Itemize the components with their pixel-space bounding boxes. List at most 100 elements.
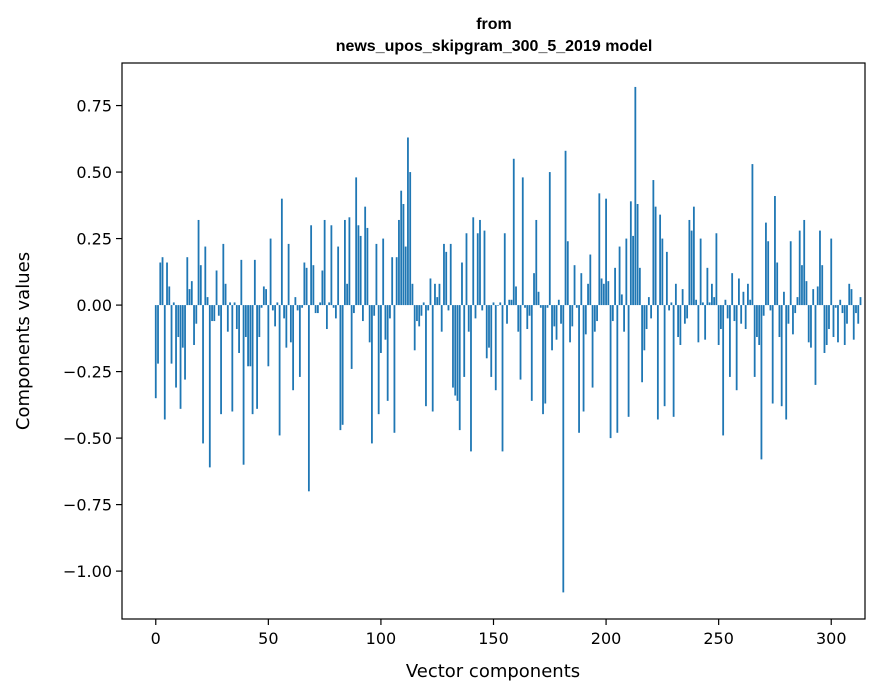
bar-146 (483, 230, 486, 306)
bar-197 (598, 193, 601, 306)
bar-31 (224, 283, 227, 306)
bar-223 (656, 305, 659, 420)
bar-252 (722, 305, 725, 436)
bar-142 (474, 305, 477, 319)
bar-194 (591, 305, 594, 388)
bar-240 (695, 299, 698, 306)
bar-150 (492, 302, 495, 306)
y-tick-label: 0.75 (76, 97, 112, 116)
bar-136 (461, 262, 463, 306)
bar-212 (632, 235, 634, 306)
bar-282 (789, 241, 792, 306)
bar-269 (760, 305, 763, 460)
bar-305 (841, 305, 844, 314)
bar-267 (756, 305, 758, 338)
bar-302 (834, 305, 837, 308)
bar-249 (715, 233, 718, 306)
bar-42 (249, 305, 252, 367)
bar-232 (677, 305, 680, 338)
bar-182 (564, 150, 567, 306)
bar-203 (611, 305, 614, 322)
bar-147 (485, 305, 488, 359)
bar-121 (427, 305, 430, 311)
bar-261 (742, 291, 745, 306)
bar-128 (443, 243, 445, 306)
bar-245 (706, 267, 709, 306)
bar-110 (402, 204, 405, 306)
bar-28 (217, 305, 220, 316)
bar-108 (398, 219, 400, 306)
bar-199 (602, 283, 605, 306)
bar-78 (330, 225, 333, 306)
bar-272 (767, 241, 770, 306)
bar-73 (319, 302, 322, 306)
bar-226 (663, 305, 666, 407)
bar-209 (625, 238, 628, 306)
bar-275 (774, 196, 776, 306)
bar-61 (292, 305, 295, 391)
bar-308 (848, 283, 851, 306)
bar-72 (316, 305, 319, 314)
bar-276 (776, 262, 779, 306)
bar-109 (400, 190, 403, 306)
bar-304 (839, 299, 842, 306)
bar-40 (244, 305, 247, 338)
bar-283 (792, 305, 794, 335)
bar-144 (479, 219, 481, 306)
bar-170 (537, 291, 540, 306)
bar-158 (510, 299, 513, 306)
bar-195 (593, 305, 596, 332)
bar-76 (325, 305, 328, 330)
bar-132 (452, 305, 454, 388)
bar-48 (262, 286, 265, 306)
bar-172 (542, 305, 544, 415)
bar-83 (341, 305, 344, 425)
x-tick-label: 250 (703, 629, 734, 648)
bar-139 (467, 305, 470, 332)
bar-313 (859, 297, 862, 306)
bar-202 (609, 305, 612, 439)
bar-112 (407, 137, 409, 306)
bar-23 (206, 297, 209, 306)
bar-96 (371, 305, 373, 444)
bar-116 (416, 305, 418, 322)
bar-47 (260, 305, 263, 308)
bar-250 (717, 305, 720, 345)
bar-231 (674, 283, 677, 306)
bar-30 (222, 243, 225, 306)
bar-279 (783, 291, 785, 306)
bar-114 (411, 283, 414, 306)
bar-168 (533, 273, 535, 306)
bar-123 (431, 305, 434, 412)
bar-95 (368, 305, 371, 343)
bar-230 (672, 305, 675, 417)
bar-159 (512, 158, 515, 306)
bar-176 (551, 305, 553, 351)
bar-10 (177, 305, 180, 338)
bar-4 (163, 305, 166, 420)
bar-225 (661, 238, 664, 306)
bar-208 (623, 305, 625, 332)
bar-247 (711, 283, 713, 306)
bar-215 (638, 267, 641, 306)
x-tick-label: 150 (478, 629, 509, 648)
bar-218 (645, 305, 648, 330)
bar-163 (521, 177, 524, 306)
bar-204 (614, 267, 616, 306)
bar-51 (269, 238, 272, 306)
x-tick-label: 300 (816, 629, 847, 648)
bar-260 (740, 305, 743, 324)
bar-290 (807, 305, 810, 343)
bar-256 (731, 273, 734, 306)
bar-93 (364, 206, 367, 306)
bar-242 (699, 238, 702, 306)
bar-177 (553, 305, 556, 327)
y-tick-label: −0.75 (63, 496, 112, 515)
bar-189 (580, 273, 583, 306)
bar-60 (289, 305, 292, 343)
bar-63 (296, 305, 299, 311)
bar-311 (855, 305, 857, 314)
bar-293 (814, 305, 817, 385)
bar-205 (616, 305, 619, 433)
bar-152 (497, 305, 499, 306)
